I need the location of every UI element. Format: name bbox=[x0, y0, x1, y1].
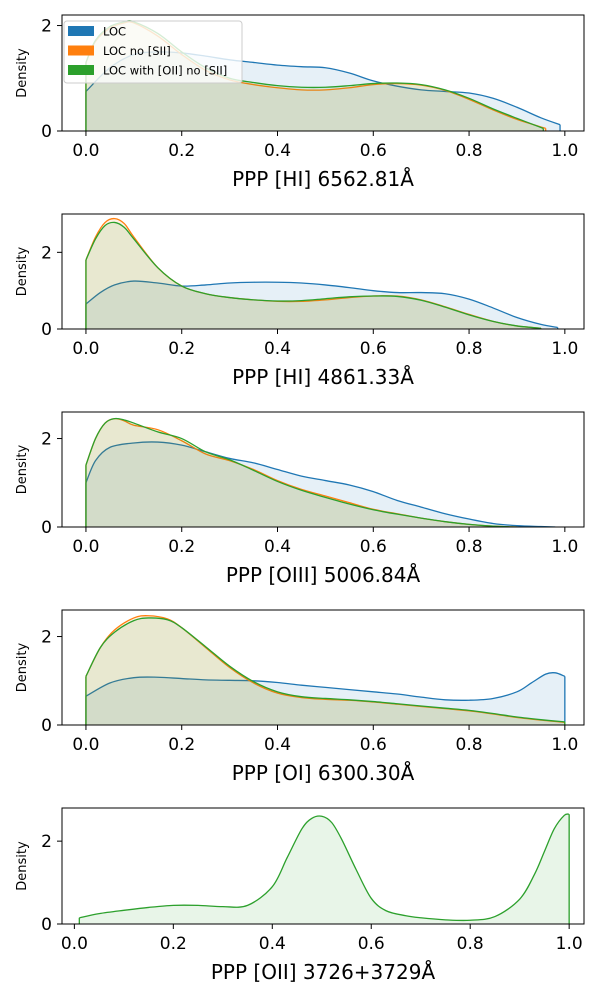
x-tick-label: 0.2 bbox=[168, 537, 195, 557]
x-tick-label: 0.6 bbox=[360, 537, 387, 557]
axes-frame bbox=[61, 213, 585, 330]
plot-area-2 bbox=[85, 217, 559, 329]
x-tick-label: 0.8 bbox=[456, 537, 483, 557]
chart-panel-1: 0.0 0.2 0.4 0.6 0.8 1.0 0 2 PPP [HI] 6562.81Å Den… bbox=[15, 14, 585, 191]
x-tick-label: 1.0 bbox=[551, 141, 578, 161]
kde-line-loc-with-oii-no-sii bbox=[85, 617, 565, 723]
x-tick-label: 0.8 bbox=[456, 141, 483, 161]
x-tick-label: 1.0 bbox=[551, 339, 578, 359]
y-axis-label: Density bbox=[15, 841, 30, 891]
x-tick-label: 1.0 bbox=[551, 735, 578, 755]
y-tick-label: 2 bbox=[41, 430, 52, 450]
y-tick-label: 2 bbox=[41, 17, 52, 37]
axes-frame bbox=[61, 609, 585, 726]
y-tick-label: 2 bbox=[41, 832, 52, 852]
y-tick-label: 2 bbox=[41, 628, 52, 648]
kde-line-loc bbox=[85, 280, 558, 329]
kde-line-loc-with-oii-no-sii bbox=[85, 221, 541, 329]
kde-fill-loc-with-oii-no-sii bbox=[85, 20, 544, 131]
x-tick-label: 0.0 bbox=[72, 141, 99, 161]
x-tick-label: 0.8 bbox=[456, 735, 483, 755]
x-tick-label: 0.2 bbox=[168, 735, 195, 755]
x-tick-label: 1.0 bbox=[556, 934, 583, 954]
kde-line-loc bbox=[85, 441, 556, 527]
x-tick-label: 0.4 bbox=[264, 735, 291, 755]
x-tick-label: 0.6 bbox=[360, 735, 387, 755]
y-axis-label: Density bbox=[15, 246, 30, 296]
x-tick-label: 0.2 bbox=[168, 141, 195, 161]
plot-area-5 bbox=[78, 813, 570, 924]
legend: LOC LOC no [SII] LOC with [OII] no [SII] bbox=[63, 20, 243, 84]
chart-panel-4: 0.0 0.2 0.4 0.6 0.8 1.0 0 2 PPP [OI] 6300.30Å Den… bbox=[15, 609, 585, 785]
chart-panel-2: 0.0 0.2 0.4 0.6 0.8 1.0 0 2 PPP [HI] 4861.33Å Den… bbox=[15, 213, 585, 389]
x-axis-label: PPP [HI] 6562.81Å bbox=[232, 167, 414, 191]
legend-swatch-loc-with-oii-no-sii bbox=[68, 65, 94, 75]
x-tick-label: 0.2 bbox=[168, 339, 195, 359]
kde-line-loc-with-oii-no-sii bbox=[85, 417, 517, 527]
axes-frame bbox=[61, 14, 585, 132]
y-tick-label: 0 bbox=[41, 122, 52, 142]
axes-frame bbox=[61, 411, 585, 528]
x-tick-label: 0.6 bbox=[358, 934, 385, 954]
kde-fill-loc-with-oii-no-sii bbox=[85, 617, 565, 725]
x-tick-label: 0.6 bbox=[360, 141, 387, 161]
y-tick-label: 0 bbox=[41, 716, 52, 736]
kde-fill-loc-no-sii bbox=[85, 21, 546, 131]
x-axis-label: PPP [HI] 4861.33Å bbox=[232, 365, 414, 389]
chart-panel-5: 0.0 0.2 0.4 0.6 0.8 1.0 0 2 PPP [OII] 3726+3729Å… bbox=[15, 807, 585, 984]
x-axis-label: PPP [OIII] 5006.84Å bbox=[226, 563, 421, 587]
x-tick-label: 0.4 bbox=[259, 934, 286, 954]
legend-box bbox=[63, 20, 243, 84]
x-tick-label: 0.0 bbox=[72, 735, 99, 755]
x-tick-label: 0.4 bbox=[264, 141, 291, 161]
y-tick-label: 2 bbox=[41, 243, 52, 263]
plot-area-3 bbox=[85, 417, 556, 527]
x-tick-label: 0.4 bbox=[264, 537, 291, 557]
kde-fill-loc-with-oii-no-sii bbox=[85, 418, 517, 527]
axes-frame bbox=[61, 807, 585, 925]
x-tick-label: 0.8 bbox=[456, 339, 483, 359]
legend-label-loc: LOC bbox=[103, 25, 126, 39]
x-tick-label: 0.4 bbox=[264, 339, 291, 359]
y-tick-label: 0 bbox=[41, 320, 52, 340]
x-tick-label: 0.2 bbox=[160, 934, 187, 954]
legend-swatch-loc-no-sii bbox=[68, 45, 94, 56]
x-tick-label: 1.0 bbox=[551, 537, 578, 557]
legend-swatch-loc bbox=[68, 26, 94, 36]
kde-fill-loc-with-oii-no-sii bbox=[79, 814, 570, 924]
x-tick-label: 0.0 bbox=[72, 537, 99, 557]
y-tick-label: 0 bbox=[41, 518, 52, 538]
x-axis-label: PPP [OII] 3726+3729Å bbox=[211, 960, 436, 984]
y-axis-label: Density bbox=[15, 642, 30, 692]
kde-line-loc-with-oii-no-sii bbox=[79, 813, 570, 922]
kde-fill-loc-no-sii bbox=[85, 615, 565, 725]
x-tick-label: 0.0 bbox=[61, 934, 88, 954]
kde-fill-loc-no-sii bbox=[85, 418, 517, 527]
x-tick-label: 0.6 bbox=[360, 339, 387, 359]
x-tick-label: 0.0 bbox=[72, 339, 99, 359]
y-axis-label: Density bbox=[15, 444, 30, 494]
kde-fill-loc bbox=[85, 441, 556, 527]
x-axis-label: PPP [OI] 6300.30Å bbox=[232, 761, 415, 785]
legend-label-loc-no-sii: LOC no [SII] bbox=[103, 44, 171, 58]
plot-area-4 bbox=[85, 615, 566, 725]
x-tick-label: 0.8 bbox=[457, 934, 484, 954]
y-axis-label: Density bbox=[15, 48, 30, 98]
kde-line-loc bbox=[85, 671, 566, 701]
legend-label-loc-with-oii-no-sii: LOC with [OII] no [SII] bbox=[103, 64, 227, 78]
y-tick-label: 0 bbox=[41, 915, 52, 935]
chart-panel-3: 0.0 0.2 0.4 0.6 0.8 1.0 0 2 PPP [OIII] 5006.84Å D… bbox=[15, 411, 585, 587]
